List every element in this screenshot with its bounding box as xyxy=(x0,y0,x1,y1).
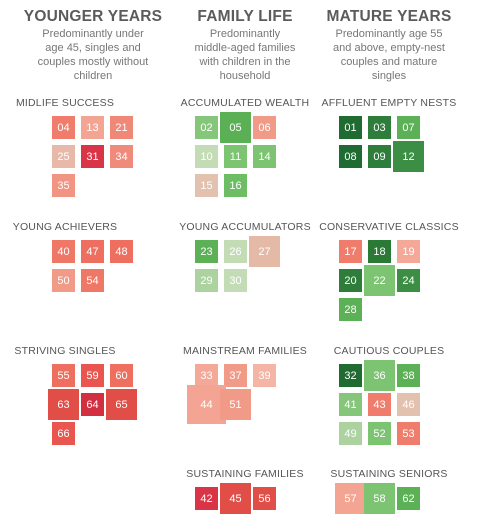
segment-cell: 14 xyxy=(253,145,276,168)
column-desc-mature: Predominantly age 55 and above, empty-nes… xyxy=(333,28,445,82)
segment-cell: 48 xyxy=(110,240,133,263)
segment-cell: 37 xyxy=(224,364,247,387)
segment-cell: 35 xyxy=(52,174,75,197)
group-title: SUSTAINING FAMILIES xyxy=(186,468,304,480)
segment-cell: 25 xyxy=(52,145,75,168)
segment-cell: 03 xyxy=(368,116,391,139)
segment-cell: 27 xyxy=(249,236,280,267)
segment-cell: 12 xyxy=(393,141,424,172)
segment-cell: 46 xyxy=(397,393,420,416)
segment-cell: 31 xyxy=(81,145,104,168)
segment-cell: 36 xyxy=(364,360,395,391)
segment-cell: 16 xyxy=(224,174,247,197)
segment-cell: 01 xyxy=(339,116,362,139)
segment-cell: 21 xyxy=(110,116,133,139)
segment-cell: 47 xyxy=(81,240,104,263)
segment-cell: 58 xyxy=(364,483,395,514)
segment-cell: 57 xyxy=(335,483,366,514)
segment-cell: 02 xyxy=(195,116,218,139)
segment-cell: 06 xyxy=(253,116,276,139)
column-title-younger: YOUNGER YEARS xyxy=(23,8,163,25)
segment-cell: 65 xyxy=(106,389,137,420)
segment-cell: 49 xyxy=(339,422,362,445)
segment-cell: 23 xyxy=(195,240,218,263)
segment-cell: 33 xyxy=(195,364,218,387)
segment-cell: 52 xyxy=(368,422,391,445)
column-desc-family: Predominantly middle-aged families with ch… xyxy=(194,28,296,82)
segment-cell: 11 xyxy=(224,145,247,168)
group-title: MIDLIFE SUCCESS xyxy=(15,97,115,109)
group-title: YOUNG ACHIEVERS xyxy=(12,221,118,233)
segment-cell: 62 xyxy=(397,487,420,510)
segment-cell: 39 xyxy=(253,364,276,387)
segment-cell: 29 xyxy=(195,269,218,292)
group-title: SUSTAINING SENIORS xyxy=(330,468,448,480)
segment-cell: 53 xyxy=(397,422,420,445)
segment-cell: 40 xyxy=(52,240,75,263)
segment-cell: 51 xyxy=(220,389,251,420)
segment-cell: 13 xyxy=(81,116,104,139)
segment-cell: 32 xyxy=(339,364,362,387)
segment-cell: 10 xyxy=(195,145,218,168)
segment-cell: 08 xyxy=(339,145,362,168)
column-title-mature: MATURE YEARS xyxy=(326,8,452,25)
segment-cell: 63 xyxy=(48,389,79,420)
segment-cell: 45 xyxy=(220,483,251,514)
segment-cell: 38 xyxy=(397,364,420,387)
segment-cell: 05 xyxy=(220,112,251,143)
segment-cell: 22 xyxy=(364,265,395,296)
segment-cell: 54 xyxy=(81,269,104,292)
segment-cell: 56 xyxy=(253,487,276,510)
segment-cell: 28 xyxy=(339,298,362,321)
segment-cell: 24 xyxy=(397,269,420,292)
segment-cell: 07 xyxy=(397,116,420,139)
group-title: MAINSTREAM FAMILIES xyxy=(183,345,307,357)
segment-cell: 64 xyxy=(81,393,104,416)
column-title-family: FAMILY LIFE xyxy=(197,8,293,25)
segment-cell: 66 xyxy=(52,422,75,445)
segment-cell: 34 xyxy=(110,145,133,168)
group-title: CAUTIOUS COUPLES xyxy=(333,345,445,357)
segment-cell: 44 xyxy=(187,385,226,424)
group-title: CONSERVATIVE CLASSICS xyxy=(319,221,459,233)
segment-cell: 04 xyxy=(52,116,75,139)
segment-cell: 43 xyxy=(368,393,391,416)
segment-cell: 26 xyxy=(224,240,247,263)
segment-cell: 41 xyxy=(339,393,362,416)
segment-cell: 30 xyxy=(224,269,247,292)
segment-cell: 19 xyxy=(397,240,420,263)
group-title: ACCUMULATED WEALTH xyxy=(180,97,310,109)
segment-cell: 20 xyxy=(339,269,362,292)
segment-cell: 09 xyxy=(368,145,391,168)
column-desc-younger: Predominantly under age 45, singles and co… xyxy=(37,28,149,82)
segment-cell: 55 xyxy=(52,364,75,387)
segment-cell: 15 xyxy=(195,174,218,197)
segment-cell: 18 xyxy=(368,240,391,263)
segment-cell: 59 xyxy=(81,364,104,387)
segment-cell: 60 xyxy=(110,364,133,387)
group-title: YOUNG ACCUMULATORS xyxy=(179,221,311,233)
segment-cell: 17 xyxy=(339,240,362,263)
segment-cell: 50 xyxy=(52,269,75,292)
group-title: AFFLUENT EMPTY NESTS xyxy=(321,97,457,109)
group-title: STRIVING SINGLES xyxy=(14,345,116,357)
segment-cell: 42 xyxy=(195,487,218,510)
